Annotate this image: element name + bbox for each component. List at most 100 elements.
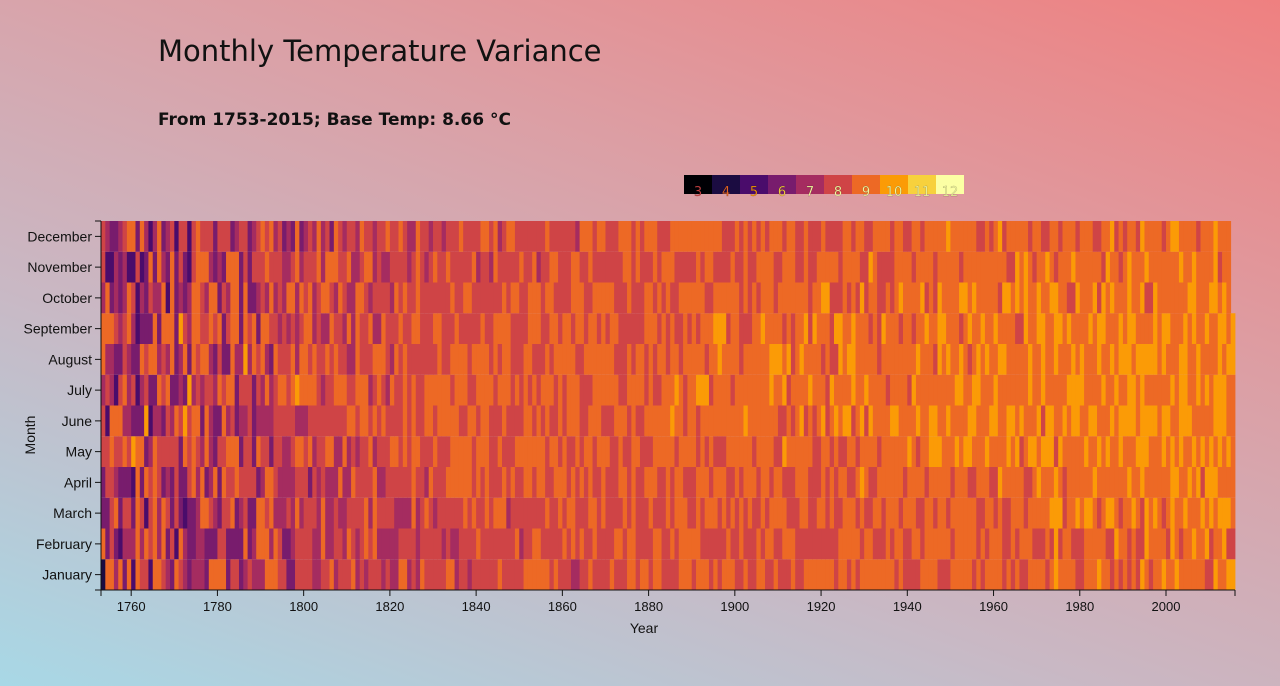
heatmap-cell [169,559,175,590]
heatmap-cell [605,344,611,375]
heatmap-cell [428,344,434,375]
heatmap-cell [683,528,688,560]
heatmap-cell [894,344,900,375]
heatmap-cell [1166,528,1171,560]
heatmap-cell [997,221,1003,252]
heatmap-cell [614,313,619,344]
heatmap-cell [1036,436,1042,467]
heatmap-cell [346,436,352,467]
heatmap-cell [489,467,494,498]
heatmap-cell [984,251,990,283]
heatmap-cell [398,436,404,467]
heatmap-cell [182,405,188,437]
heatmap-cell [247,559,253,590]
heatmap-cell [355,405,361,437]
heatmap-cell [859,251,865,283]
heatmap-cell [1079,559,1085,590]
heatmap-cell [890,374,895,406]
heatmap-cell [808,497,813,529]
heatmap-cell [407,436,412,467]
heatmap-cell [821,313,826,344]
heatmap-cell [795,344,800,375]
heatmap-cell [1105,497,1111,529]
heatmap-cell [1075,251,1081,283]
heatmap-cell [320,344,326,375]
heatmap-cell [243,313,248,344]
heatmap-cell [480,497,486,529]
heatmap-cell [1105,282,1111,314]
heatmap-cell [510,436,516,467]
heatmap-cell [536,344,542,375]
heatmap-cell [803,313,809,344]
heatmap-cell [1226,436,1232,467]
heatmap-cell [441,528,447,560]
heatmap-cell [532,251,537,283]
heatmap-cell [230,344,236,375]
heatmap-cell [1023,344,1029,375]
heatmap-cell [1109,344,1115,375]
heatmap-cell [1084,282,1089,314]
heatmap-cell [609,251,615,283]
heatmap-cell [1170,405,1176,437]
heatmap-cell [277,467,283,498]
heatmap-cell [549,282,555,314]
heatmap-cell [471,467,477,498]
heatmap-cell [842,528,848,560]
heatmap-cell [756,282,762,314]
heatmap-cell [493,436,499,467]
heatmap-cell [704,313,710,344]
heatmap-cell [385,405,391,437]
heatmap-cell [959,528,964,560]
heatmap-cell [174,467,180,498]
heatmap-cell [971,528,977,560]
heatmap-cell [1053,405,1059,437]
heatmap-cell [295,405,300,437]
heatmap-cell [614,221,619,252]
heatmap-cell [954,221,960,252]
heatmap-cell [1058,436,1063,467]
heatmap-cell [290,344,296,375]
heatmap-cell [286,282,292,314]
heatmap-cell [1079,467,1085,498]
heatmap-cell [1032,497,1038,529]
heatmap-cell [1157,374,1163,406]
heatmap-cell [523,344,529,375]
heatmap-cell [441,405,447,437]
heatmap-cell [1114,559,1119,590]
heatmap-cell [307,467,313,498]
heatmap-cell [812,405,818,437]
heatmap-cell [1109,221,1115,252]
heatmap-cell [523,467,529,498]
heatmap-cell [372,528,378,560]
heatmap-cell [489,497,494,529]
heatmap-cell [1174,344,1180,375]
heatmap-cell [295,467,300,498]
heatmap-cell [277,405,283,437]
heatmap-cell [1161,374,1167,406]
legend-swatch [684,175,712,194]
heatmap-cell [1105,467,1111,498]
heatmap-cell [846,313,852,344]
heatmap-cell [1135,405,1141,437]
heatmap-cell [1109,467,1115,498]
heatmap-cell [217,528,223,560]
heatmap-cell [1049,251,1055,283]
heatmap-cell [1161,282,1167,314]
heatmap-cell [506,405,512,437]
heatmap-cell [950,467,956,498]
heatmap-cell [816,467,822,498]
heatmap-cell [829,251,835,283]
heatmap-cell [1045,251,1050,283]
heatmap-cell [1058,313,1063,344]
heatmap-cell [463,559,468,590]
legend-label: 10 [886,185,903,200]
heatmap-cell [808,374,813,406]
heatmap-cell [1226,497,1232,529]
heatmap-cell [575,467,581,498]
heatmap-cell [864,282,869,314]
heatmap-cell [575,374,581,406]
heatmap-cell [765,313,770,344]
heatmap-cell [575,528,581,560]
heatmap-cell [1062,282,1068,314]
heatmap-cell [717,251,723,283]
